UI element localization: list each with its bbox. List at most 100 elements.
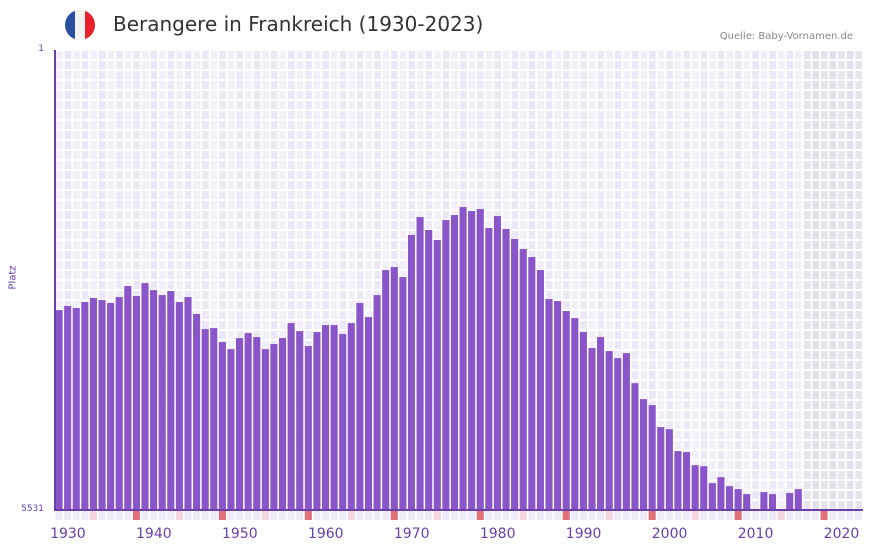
chart-title: Berangere in Frankreich (1930-2023) (113, 12, 484, 36)
bar-1952 (244, 333, 252, 510)
bar-1982 (502, 229, 510, 510)
bar-1980 (485, 228, 493, 510)
bar-1992 (588, 348, 596, 510)
bar-1950 (227, 349, 235, 510)
bar-1991 (579, 332, 587, 510)
x-tick: 1930 (50, 526, 86, 542)
bar-1941 (150, 290, 158, 510)
bar-1951 (236, 338, 244, 510)
bar-1932 (72, 308, 80, 510)
x-tick: 2000 (651, 526, 688, 542)
bar-1939 (132, 296, 140, 510)
bar-1934 (89, 298, 97, 510)
bar-1943 (167, 291, 175, 510)
y-axis-line (54, 50, 56, 511)
bar-1998 (640, 399, 648, 510)
bar-1957 (287, 323, 295, 510)
bar-2007 (717, 477, 725, 510)
bar-1948 (210, 328, 218, 510)
bar-1974 (433, 239, 441, 510)
bar-1959 (304, 346, 312, 510)
bar-1956 (278, 338, 287, 510)
bar-1960 (313, 332, 321, 510)
bar-1958 (296, 331, 304, 510)
bar-1931 (64, 306, 72, 510)
bar-1938 (124, 286, 132, 510)
source-label: Quelle: Baby-Vornamen.de (719, 31, 853, 42)
bar-1984 (519, 248, 527, 510)
bar-1990 (571, 318, 579, 510)
y-tick-bottom: 5531 (21, 504, 44, 514)
bar-1995 (614, 358, 622, 510)
bar-1999 (648, 405, 656, 510)
bar-1977 (459, 207, 467, 510)
bar-2006 (708, 483, 716, 510)
bar-1942 (158, 295, 166, 510)
bar-1933 (81, 302, 89, 510)
x-tick: 1990 (565, 526, 602, 542)
bar-1945 (184, 297, 192, 510)
bar-1947 (201, 329, 209, 510)
bar-1964 (347, 323, 355, 510)
x-tick: 1970 (393, 526, 430, 542)
bar-2004 (691, 465, 699, 510)
x-tick: 1980 (479, 526, 516, 542)
bar-1983 (511, 238, 519, 510)
bar-2002 (674, 451, 682, 510)
bar-1930 (55, 310, 63, 510)
bar-chart (55, 51, 862, 510)
bar-1985 (528, 257, 536, 510)
bar-1979 (476, 209, 484, 510)
bar-1946 (193, 314, 201, 510)
bar-1940 (141, 283, 149, 510)
bar-1968 (382, 270, 390, 510)
bar-1944 (175, 302, 183, 510)
flag-white (75, 10, 85, 40)
bar-1936 (107, 303, 115, 510)
bar-1963 (339, 334, 347, 510)
bar-1973 (425, 230, 433, 510)
bar-2016 (794, 489, 802, 510)
bar-1986 (536, 270, 544, 510)
bar-2012 (760, 492, 768, 510)
bar-2010 (743, 494, 751, 510)
bar-1961 (321, 325, 330, 510)
bar-1994 (605, 351, 613, 510)
bar-1953 (253, 337, 261, 510)
bar-1972 (416, 217, 424, 510)
plot-area (55, 50, 863, 510)
x-tick: 1960 (307, 526, 344, 542)
bar-1989 (562, 311, 570, 510)
year-markers (55, 511, 862, 520)
bar-1935 (98, 300, 106, 510)
bar-2003 (682, 452, 691, 510)
bar-2013 (768, 494, 777, 510)
bar-1987 (545, 299, 553, 510)
bar-1975 (442, 220, 450, 510)
flag-blue (65, 10, 75, 40)
bar-2005 (700, 466, 708, 510)
bar-2015 (786, 493, 794, 510)
bar-1970 (399, 277, 407, 510)
x-tick: 2010 (737, 526, 774, 542)
y-axis-label: Platz (7, 265, 19, 290)
y-tick-top: 1 (38, 44, 44, 54)
bar-1971 (407, 235, 416, 510)
bar-2000 (657, 427, 665, 510)
bar-1993 (597, 337, 605, 510)
bar-1996 (622, 353, 630, 510)
bar-1976 (450, 215, 458, 510)
bar-1937 (115, 297, 123, 510)
bar-1997 (631, 383, 639, 510)
bar-1978 (468, 211, 476, 510)
bar-2008 (725, 486, 734, 510)
bar-1962 (330, 325, 338, 510)
x-tick: 1950 (221, 526, 258, 542)
bar-1967 (373, 295, 381, 510)
bar-2001 (665, 429, 673, 510)
bar-1955 (270, 344, 278, 510)
bar-1969 (390, 267, 398, 510)
bar-2009 (734, 489, 742, 510)
france-flag-icon (65, 10, 95, 40)
bar-1981 (493, 216, 501, 510)
